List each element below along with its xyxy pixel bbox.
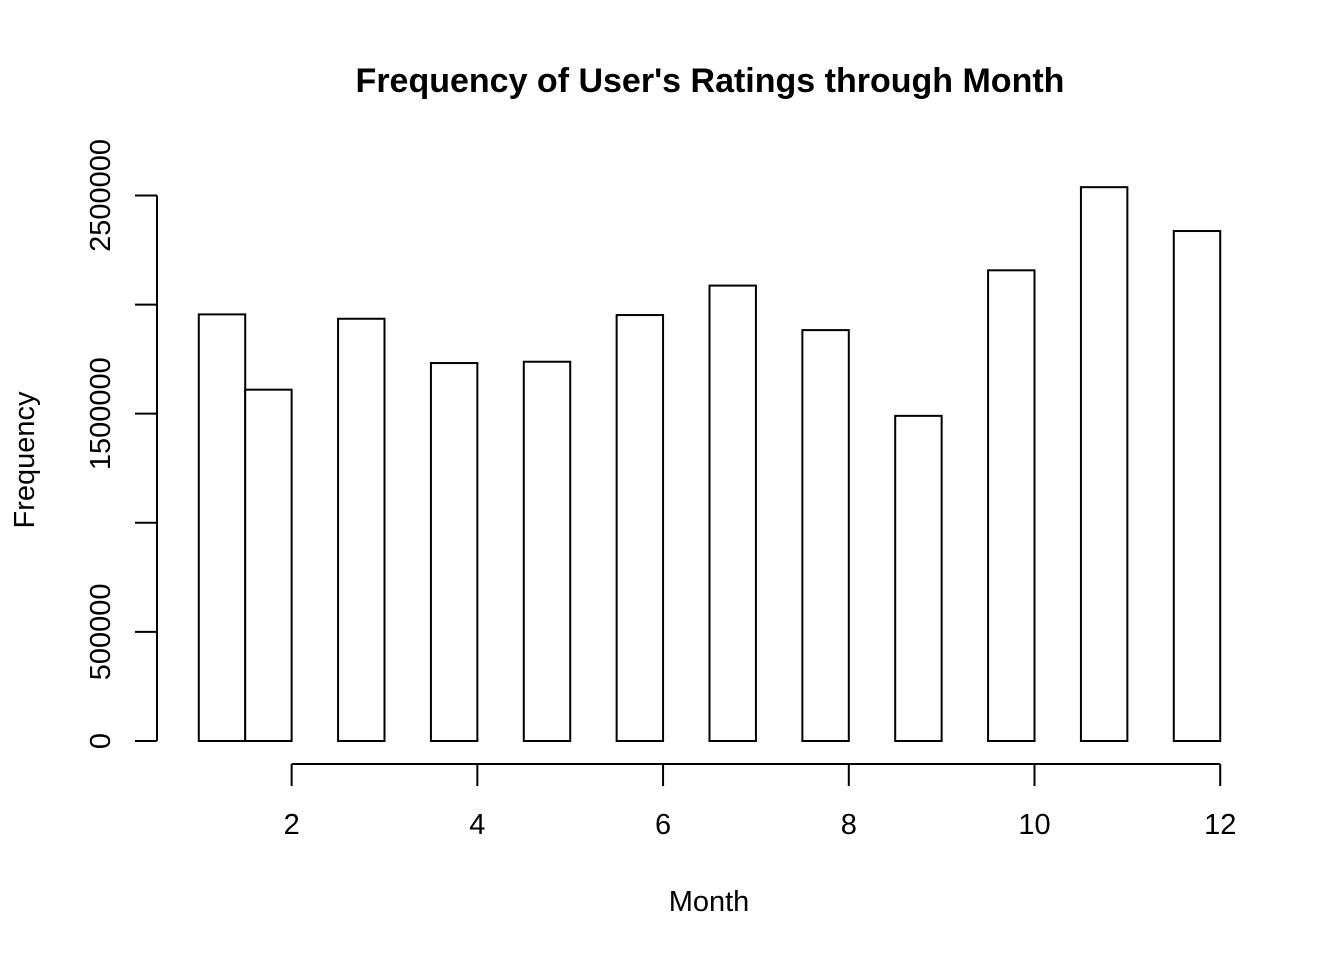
- x-tick-label-4: 4: [469, 809, 485, 841]
- bar-8: [801, 329, 850, 742]
- bar-5: [522, 360, 572, 742]
- bar-9: [894, 414, 943, 742]
- bar-2: [244, 388, 293, 742]
- x-axis: 2 4 6 8 10 12: [284, 763, 1236, 841]
- x-tick-label-6: 6: [655, 809, 671, 841]
- x-tick-label-8: 8: [841, 809, 857, 841]
- x-tick-label-12: 12: [1204, 809, 1236, 841]
- y-axis-label: Frequency: [9, 391, 41, 529]
- bars-group: [197, 186, 1222, 743]
- y-tick-label-2500000: 2500000: [85, 139, 117, 252]
- x-tick-label-10: 10: [1018, 809, 1050, 841]
- y-tick-label-1500000: 1500000: [85, 357, 117, 470]
- bar-1: [197, 313, 247, 742]
- x-tick-label-2: 2: [284, 809, 300, 841]
- chart-title: Frequency of User's Ratings through Mont…: [356, 62, 1065, 100]
- bar-4: [429, 362, 479, 742]
- bar-3: [337, 317, 386, 742]
- y-tick-label-0: 0: [85, 733, 117, 749]
- x-axis-label: Month: [669, 886, 750, 918]
- bar-10: [987, 269, 1036, 742]
- y-axis: 0 500000 1500000 2500000: [85, 139, 158, 749]
- bar-12: [1172, 230, 1222, 742]
- bar-6: [615, 314, 665, 742]
- bar-7: [708, 284, 757, 742]
- bar-11: [1079, 186, 1129, 743]
- y-tick-label-500000: 500000: [85, 584, 117, 681]
